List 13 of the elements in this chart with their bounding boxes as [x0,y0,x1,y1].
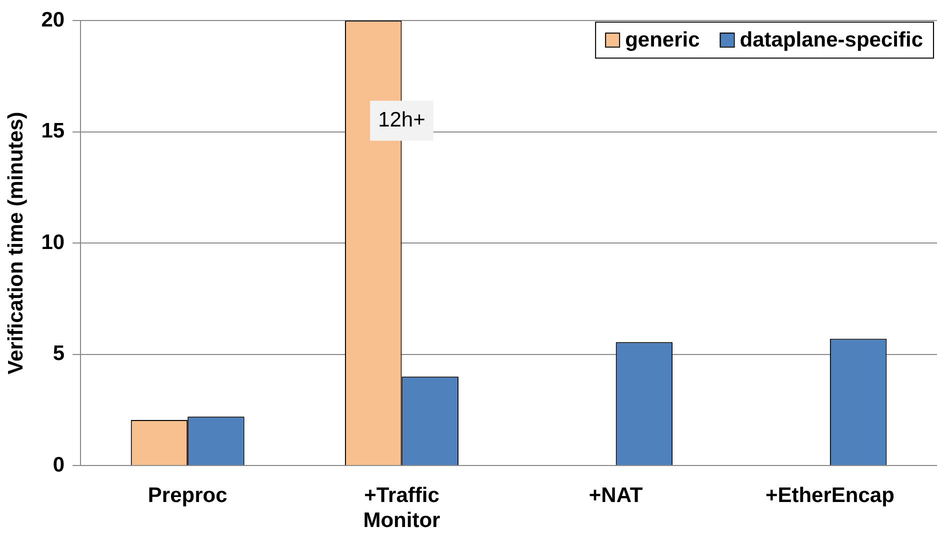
y-tick-label: 10 [41,230,65,254]
x-tick-label: Preproc [148,484,228,507]
y-tick-label: 20 [41,8,65,32]
x-tick-label: +Traffic Monitor [363,484,440,532]
y-tick-label: 5 [52,342,65,366]
y-tick-label: 15 [41,120,65,143]
y-axis-title: Verification time (minutes) [4,112,28,374]
legend-label: generic [625,28,700,52]
y-tick-label: 0 [52,453,65,476]
x-tick-label: +EtherEncap [765,484,894,507]
x-tick-label: +NAT [588,484,643,507]
legend-label: dataplane-specific [740,28,924,52]
annotation: 12h+ [378,108,426,132]
